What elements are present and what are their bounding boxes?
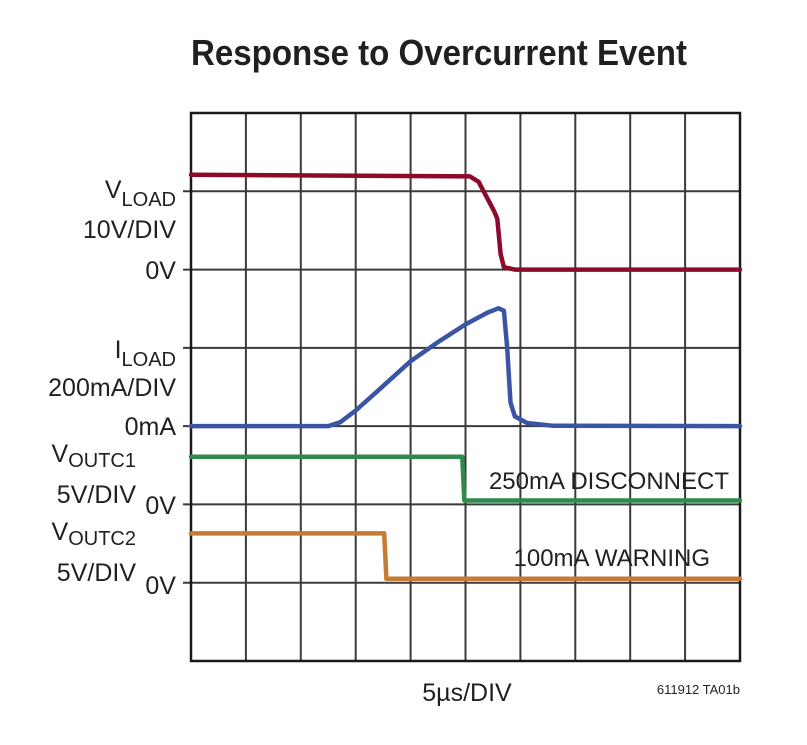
iload-scale-label: 200mA/DIV	[48, 374, 176, 402]
x-axis-label: 5µs/DIV	[422, 679, 512, 707]
annotation-disconnect: 250mA DISCONNECT	[489, 468, 729, 495]
traces	[188, 172, 743, 582]
trace-iload	[188, 306, 743, 429]
trace-vload	[188, 172, 743, 272]
voutc1-zero-label: 0V	[145, 492, 176, 520]
voutc2-label: VOUTC2	[52, 518, 136, 550]
voutc2-scale-label: 5V/DIV	[57, 559, 137, 587]
vload-scale-label: 10V/DIV	[83, 216, 176, 244]
chart-title: Response to Overcurrent Event	[191, 32, 687, 73]
figure-id: 611912 TA01b	[657, 682, 740, 697]
trace-voutc1	[188, 454, 743, 503]
plot-frame	[189, 111, 742, 663]
voutc1-label: VOUTC1	[52, 440, 136, 472]
trace-voutc2	[188, 531, 743, 582]
vload-label: VLOAD	[105, 176, 176, 211]
voutc2-zero-label: 0V	[145, 572, 176, 600]
iload-zero-label: 0mA	[125, 413, 177, 441]
iload-label: ILOAD	[115, 336, 176, 371]
vload-zero-label: 0V	[145, 257, 176, 285]
annotation-warning: 100mA WARNING	[514, 545, 711, 572]
voutc1-scale-label: 5V/DIV	[57, 481, 137, 509]
